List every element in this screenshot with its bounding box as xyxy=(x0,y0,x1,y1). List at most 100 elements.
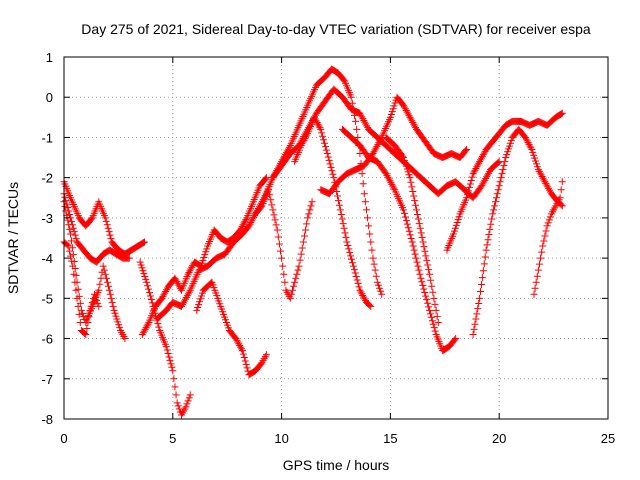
plus-marker xyxy=(77,306,85,314)
plus-marker xyxy=(111,309,119,317)
plus-marker xyxy=(182,293,190,301)
plus-marker xyxy=(365,222,373,230)
plus-marker xyxy=(340,224,348,232)
plus-marker xyxy=(346,248,354,256)
plus-marker xyxy=(282,149,290,157)
plus-marker xyxy=(477,287,485,295)
plus-marker xyxy=(403,165,411,173)
plus-marker xyxy=(505,145,513,153)
plus-marker xyxy=(354,279,362,287)
plus-marker xyxy=(386,113,394,121)
plus-marker xyxy=(557,201,565,209)
plus-marker xyxy=(183,292,191,300)
plus-marker xyxy=(361,198,369,206)
plus-marker xyxy=(141,238,149,246)
plus-marker xyxy=(557,186,565,194)
plus-marker xyxy=(343,238,351,246)
plus-marker xyxy=(491,198,499,206)
plus-marker xyxy=(352,272,360,280)
plus-marker xyxy=(431,300,439,308)
plus-marker xyxy=(325,156,333,164)
plus-marker xyxy=(104,224,112,232)
plus-marker xyxy=(408,183,416,191)
plus-marker xyxy=(480,260,488,268)
plus-marker xyxy=(542,227,550,235)
plus-marker xyxy=(300,232,308,240)
plus-marker xyxy=(61,193,69,201)
plus-marker xyxy=(66,225,74,233)
plus-marker xyxy=(529,148,537,156)
plus-marker xyxy=(323,150,331,158)
plus-marker xyxy=(351,269,359,277)
plus-marker xyxy=(180,297,188,305)
plus-marker xyxy=(463,194,471,202)
plus-marker xyxy=(193,306,201,314)
plus-marker xyxy=(451,224,459,232)
plus-marker xyxy=(287,290,295,298)
plus-marker xyxy=(495,182,503,190)
plus-marker xyxy=(372,144,380,152)
plus-marker xyxy=(500,162,508,170)
plus-marker xyxy=(421,289,429,297)
plus-marker xyxy=(360,116,368,124)
plus-marker xyxy=(383,171,391,179)
plus-marker xyxy=(281,150,289,158)
plus-marker xyxy=(272,221,280,229)
plus-marker xyxy=(401,159,409,167)
plus-marker xyxy=(385,175,393,183)
plus-marker xyxy=(304,214,312,222)
plus-marker xyxy=(183,400,191,408)
plus-marker xyxy=(75,310,83,318)
plus-marker xyxy=(140,239,148,247)
plus-marker xyxy=(478,182,486,190)
plus-marker xyxy=(535,260,543,268)
plus-marker xyxy=(367,238,375,246)
plus-marker xyxy=(430,294,438,302)
plus-marker xyxy=(484,236,492,244)
plus-marker xyxy=(67,252,75,260)
plus-marker xyxy=(82,331,90,339)
plus-marker xyxy=(468,173,476,181)
plus-marker xyxy=(203,245,211,253)
plus-marker xyxy=(361,118,369,126)
plus-marker xyxy=(288,286,296,294)
plus-marker xyxy=(278,254,286,262)
plus-marker xyxy=(466,180,474,188)
plus-marker xyxy=(360,190,368,198)
plus-marker xyxy=(423,256,431,264)
plus-marker xyxy=(347,252,355,260)
plus-marker xyxy=(167,360,175,368)
plus-marker xyxy=(558,109,566,117)
plus-marker xyxy=(93,296,101,304)
plus-marker xyxy=(538,248,546,256)
plus-marker xyxy=(113,315,121,323)
plus-marker xyxy=(74,302,82,310)
plus-marker xyxy=(487,220,495,228)
plus-marker xyxy=(363,122,371,130)
series-track-11 xyxy=(291,113,375,310)
plus-marker xyxy=(184,290,192,298)
plus-marker xyxy=(241,357,249,365)
plus-marker xyxy=(342,233,350,241)
plus-marker xyxy=(277,247,285,255)
plus-marker xyxy=(533,272,541,280)
plus-marker xyxy=(416,224,424,232)
plus-marker xyxy=(71,278,79,286)
plus-marker xyxy=(273,167,281,175)
plus-marker xyxy=(421,247,429,255)
plus-marker xyxy=(533,160,541,168)
plus-marker xyxy=(280,154,288,162)
plus-marker xyxy=(110,306,118,314)
plus-marker xyxy=(276,161,284,169)
series-track-3 xyxy=(60,198,129,343)
plus-marker xyxy=(414,215,422,223)
plus-marker xyxy=(417,229,425,237)
plus-marker xyxy=(269,206,277,214)
plus-marker xyxy=(418,233,426,241)
plus-marker xyxy=(391,99,399,107)
plus-marker xyxy=(464,187,472,195)
plus-marker xyxy=(359,115,367,123)
plus-marker xyxy=(281,278,289,286)
y-tick-label: 0 xyxy=(46,90,53,105)
plus-marker xyxy=(372,272,380,280)
